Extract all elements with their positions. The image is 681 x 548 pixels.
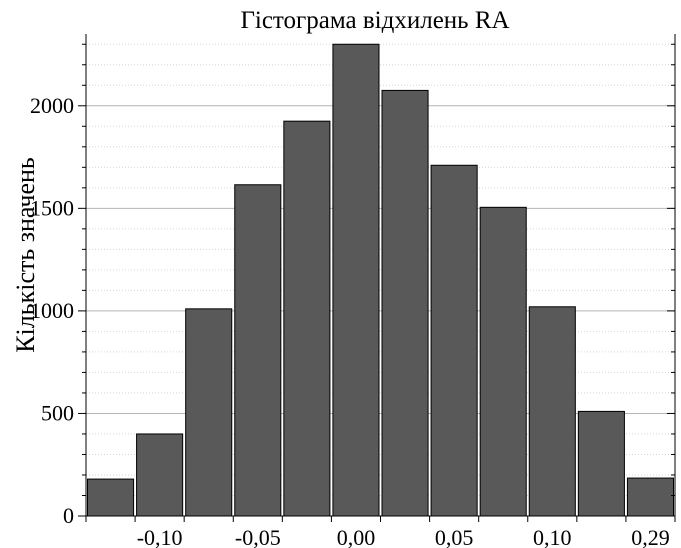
histogram-bar	[136, 433, 184, 517]
x-tick-label: 0,00	[337, 525, 376, 548]
histogram-bar	[332, 43, 380, 517]
histogram-bar	[626, 477, 675, 517]
histogram-bar	[528, 306, 576, 517]
histogram-bar	[87, 478, 135, 517]
y-ticks-group: 0 500 1000 1500 2000	[30, 43, 675, 528]
y-tick-label: 500	[41, 400, 74, 425]
histogram-bar	[283, 120, 331, 517]
histogram-bar	[577, 410, 625, 517]
y-tick-label: 1500	[30, 195, 74, 220]
histogram-bar	[479, 206, 527, 517]
x-ticks-group: -0,10 -0,05 0,00 0,05 0,10 0,29	[85, 516, 676, 548]
chart-title: Гістограма відхилень RA	[240, 7, 509, 34]
bars-group	[87, 43, 675, 517]
x-tick-label: -0,10	[137, 525, 183, 548]
x-tick-label: 0,10	[533, 525, 572, 548]
x-tick-label: 0,05	[435, 525, 474, 548]
y-tick-label: 1000	[30, 298, 74, 323]
histogram-bar	[381, 89, 429, 517]
y-tick-label: 2000	[30, 93, 74, 118]
y-tick-label: 0	[63, 503, 74, 528]
histogram-bar	[430, 164, 478, 517]
histogram-bar	[185, 308, 233, 517]
x-tick-label: 0,29	[631, 525, 670, 548]
y-axis-label: Кількість значень	[11, 157, 40, 353]
histogram-bar	[234, 184, 282, 517]
x-tick-label: -0,05	[235, 525, 281, 548]
gridlines	[86, 43, 675, 496]
